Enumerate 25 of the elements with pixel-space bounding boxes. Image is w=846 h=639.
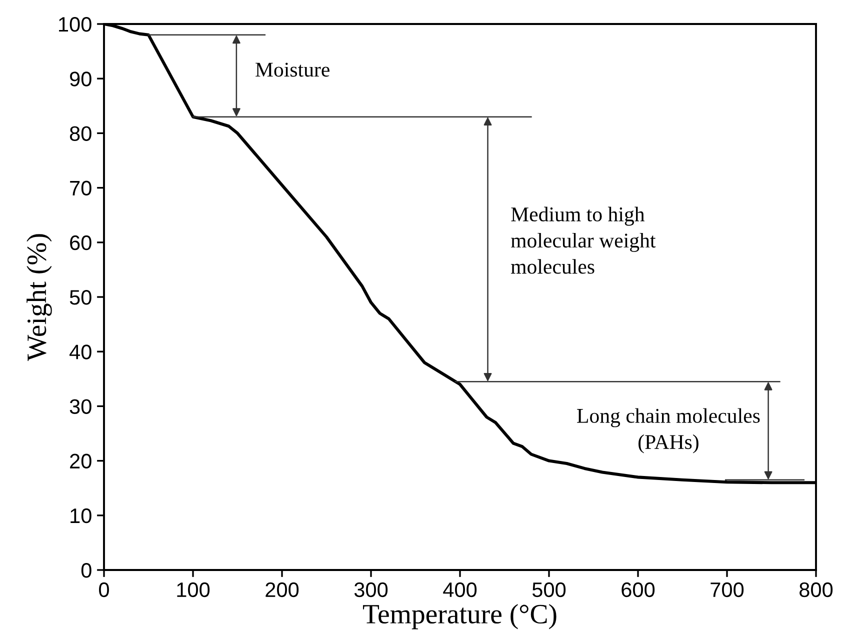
y-tick-label: 70 [70,180,92,196]
y-tick-label: 50 [70,290,92,305]
y-tick-label: 10 [70,508,92,524]
y-tick-label: 100 [59,17,92,32]
y-tick-label: 0 [81,563,92,578]
x-axis-title: Temperature (°C) [362,604,556,630]
annotation: Moisture [256,62,330,77]
x-tick-label: 0 [99,582,109,598]
y-tick-label: 90 [70,72,92,86]
y-tick-label: 80 [70,126,92,141]
x-tick-label: 100 [177,582,210,598]
x-tick-label: 500 [532,582,566,598]
x-tick-label: 300 [354,582,388,598]
x-tick-label: 600 [622,582,655,598]
x-tick-label: 200 [266,582,299,598]
x-tick-label: 400 [443,582,477,598]
annotation: Medium to high molecular weight molecules [510,206,656,274]
y-tick-label: 30 [70,399,92,414]
annotation: Long chain molecules (PAHs) [577,408,760,454]
y-axis-title: Weight (%) [26,234,52,362]
y-tick-label: 20 [70,454,92,469]
x-tick-label: 700 [710,582,744,598]
x-tick-label: 800 [800,582,833,598]
y-tick-label: 60 [70,235,92,250]
y-tick-label: 40 [70,344,92,360]
